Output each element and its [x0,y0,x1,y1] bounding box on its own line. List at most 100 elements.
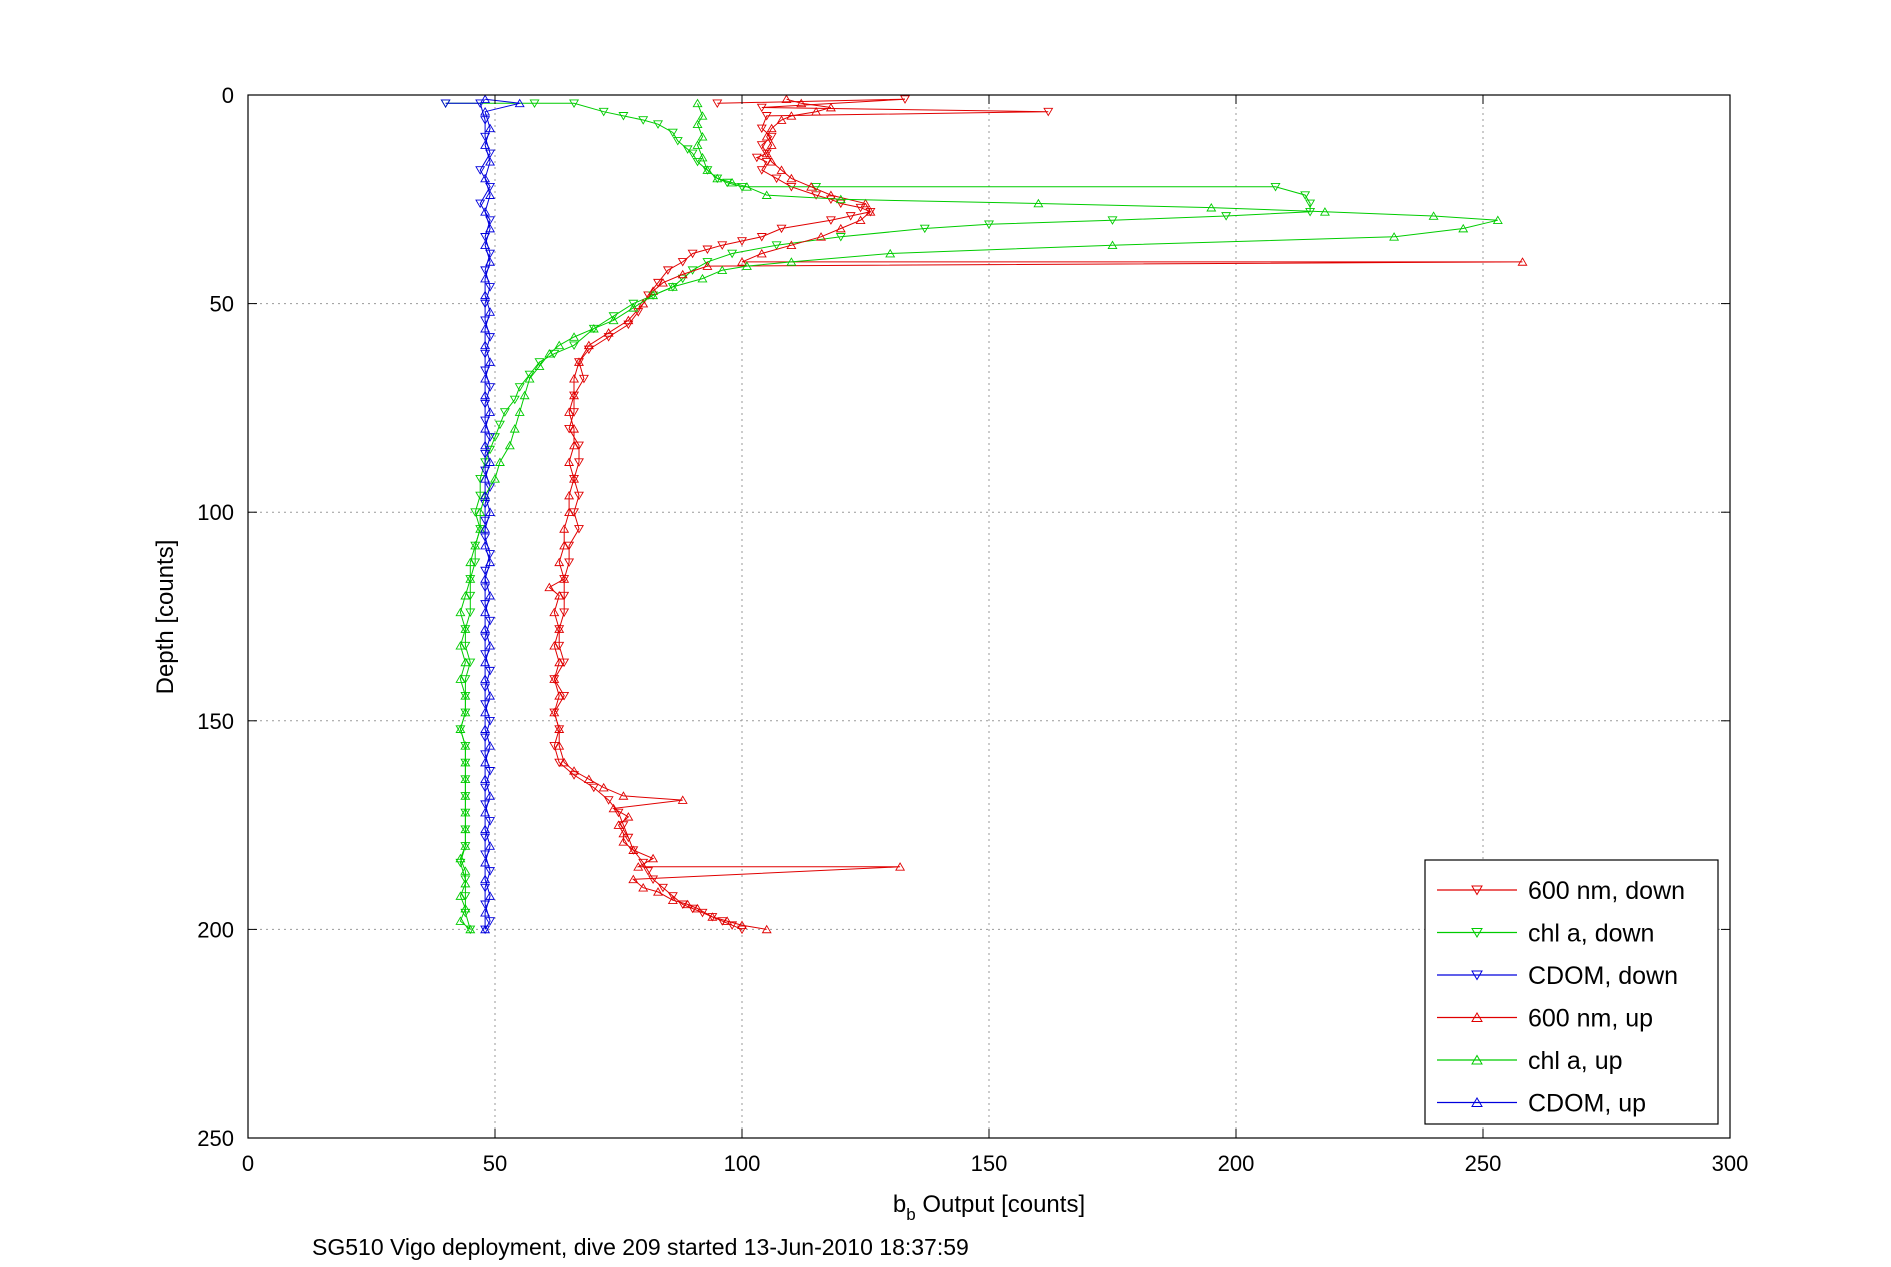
series-line [484,98,520,930]
data-point [623,833,634,843]
data-point [786,111,797,120]
data-point [1305,199,1316,209]
data-point [786,257,797,266]
data-point [544,348,555,358]
grid [248,95,1730,1138]
data-point [1206,202,1217,212]
data-point [490,433,500,442]
data-point [480,724,491,733]
data-point [485,445,496,455]
y-tick-label: 50 [210,292,234,317]
data-point [776,165,787,174]
data-point [1389,232,1400,241]
data-point [485,557,496,567]
data-point [707,912,718,921]
legend-label: 600 nm, up [1528,1005,1653,1033]
y-tick-label: 200 [197,917,234,942]
data-point [1033,198,1044,208]
data-point [455,853,466,863]
data-point [628,874,639,884]
data-point [569,766,580,775]
data-point [984,220,994,229]
data-point [697,132,708,141]
data-point [480,540,491,550]
data-point [598,782,609,792]
data-point [835,233,846,242]
data-point [756,233,767,242]
data-point [564,507,575,517]
data-point [756,124,767,134]
data-point [569,771,580,780]
data-point [549,674,560,683]
data-point [554,691,565,700]
data-point [504,440,515,450]
data-point [559,608,570,617]
data-point [692,98,703,108]
data-point [786,240,797,250]
data-point [509,395,520,405]
data-point [766,123,777,133]
data-point [480,874,491,884]
data-point [460,657,471,667]
data-point [554,624,565,633]
data-point [687,149,698,159]
data-point [672,137,683,146]
data-point [549,707,560,717]
data-point [761,132,772,141]
data-point [608,803,619,813]
data-point [727,177,738,187]
data-point [653,887,664,896]
data-point [657,278,668,287]
legend-marker [1471,928,1483,938]
data-point [633,862,644,871]
data-point [485,867,496,876]
data-point [1492,215,1503,224]
data-point [490,474,500,483]
data-point [737,925,747,935]
data-point [569,332,580,341]
data-point [554,741,565,750]
data-point [756,248,767,258]
data-point [825,102,836,112]
data-point [1319,207,1330,216]
x-tick-label: 0 [242,1151,254,1176]
data-point [588,323,599,333]
data-point [485,257,496,266]
data-point [460,624,471,633]
data-point [549,607,560,617]
data-point [806,182,817,191]
data-point [751,153,762,163]
data-point [608,315,619,325]
data-point [1305,208,1316,217]
data-point [667,282,678,291]
data-point [480,657,491,667]
data-point [741,261,752,270]
data-point [682,899,693,909]
data-point [756,103,767,113]
legend-label: 600 nm, down [1528,877,1685,905]
data-point [667,895,678,905]
data-point [1107,216,1118,225]
data-point [648,290,659,300]
data-point [460,774,471,784]
data-point [564,457,575,466]
data-point [1458,223,1469,233]
legend-marker [1471,885,1483,896]
data-point [559,574,570,583]
series-layer [440,94,1528,935]
data-point [766,140,777,149]
legend-box [1424,859,1719,1125]
data-point [623,320,634,330]
data-point [485,616,496,626]
data-point [480,94,491,103]
legend-marker [1471,1097,1483,1107]
data-point [722,916,733,925]
data-point [480,140,491,149]
data-point [485,383,496,392]
data-point [603,796,614,805]
data-point [583,774,594,784]
data-point [598,107,609,117]
data-point [554,657,565,667]
data-point [845,212,856,221]
